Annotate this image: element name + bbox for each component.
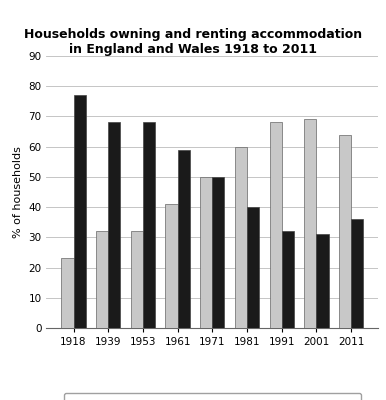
- Legend: households in owned
accommodation, households in rented
accommodation: households in owned accommodation, house…: [64, 393, 361, 400]
- Bar: [143, 122, 155, 328]
- Bar: [212, 177, 224, 328]
- Bar: [131, 231, 143, 328]
- Bar: [96, 231, 108, 328]
- Bar: [108, 122, 120, 328]
- Bar: [235, 147, 247, 328]
- Bar: [339, 134, 351, 328]
- Bar: [269, 122, 282, 328]
- Y-axis label: % of households: % of households: [13, 146, 23, 238]
- Bar: [282, 231, 294, 328]
- Bar: [304, 120, 317, 328]
- Bar: [317, 234, 328, 328]
- Bar: [74, 95, 86, 328]
- Bar: [247, 207, 259, 328]
- Bar: [200, 177, 212, 328]
- Text: Households owning and renting accommodation
in England and Wales 1918 to 2011: Households owning and renting accommodat…: [24, 28, 362, 56]
- Bar: [178, 150, 190, 328]
- Bar: [351, 219, 363, 328]
- Bar: [61, 258, 74, 328]
- Bar: [166, 204, 178, 328]
